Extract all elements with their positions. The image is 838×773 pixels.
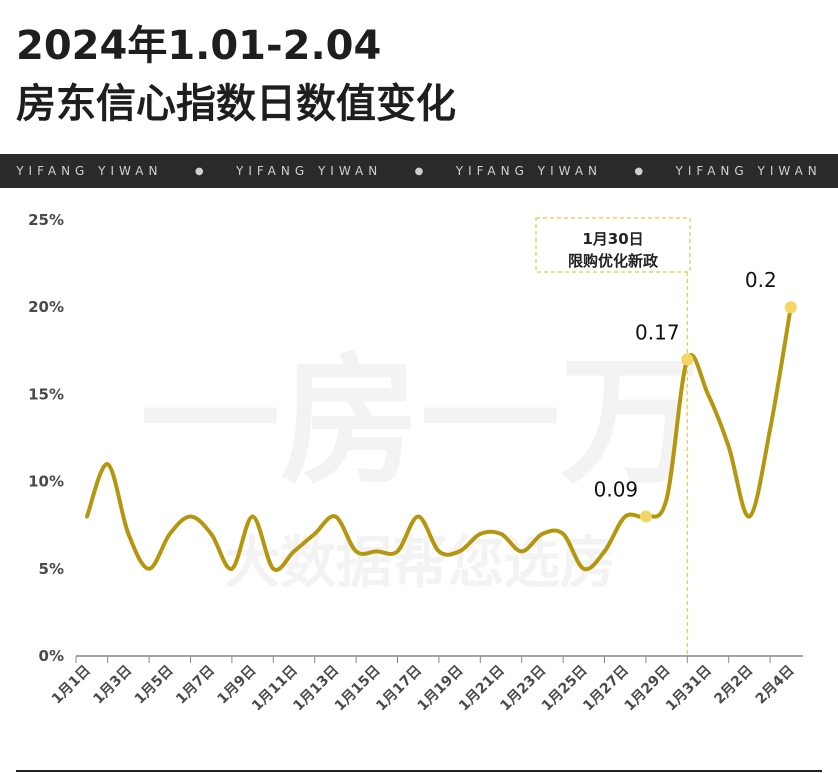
page-title-line2: 房东信心指数日数值变化 [16,81,456,127]
annotation-date: 1月30日 [582,230,643,248]
watermark-main: 一房一万 [140,341,700,504]
y-tick-label: 10% [28,473,64,491]
watermark-sub: 大数据帮您选房 [224,531,616,596]
band-text: YIFANG YIWAN [235,164,383,178]
band-text: YIFANG YIWAN [455,164,602,178]
x-tick-label: 2月2日 [711,663,756,708]
data-label: 0.17 [635,321,680,345]
page-title-line1: 2024年1.01-2.04 [16,23,382,69]
data-labels: 0.09 0.17 0.2 [594,268,797,523]
data-point [639,510,652,523]
y-tick-label: 15% [28,385,64,403]
line-chart: 一房一万 大数据帮您选房 0%5%10%15%20%25% 1月1日1月3日1月… [28,211,803,715]
x-tick-label: 1月7日 [173,663,218,708]
x-tick-label: 1月3日 [90,663,135,708]
data-point [784,301,797,314]
band-text: YIFANG YIWAN [675,164,822,178]
brand-band: YIFANG YIWAN ● YIFANG YIWAN ● YIFANG YIW… [0,154,838,188]
y-axis: 0% 5% 10% 15% 20% 25% [28,211,64,665]
y-tick-label: 5% [39,560,64,578]
x-axis: 1月1日1月3日1月5日1月7日1月9日1月11日1月13日1月15日1月17日… [49,655,803,715]
y-tick-label: 25% [28,211,64,229]
bottom-rule [16,770,822,772]
x-tick-label: 2月4日 [753,663,798,708]
data-point [681,353,694,366]
band-dot: ● [414,165,424,177]
data-label: 0.09 [594,477,639,501]
band-text: YIFANG YIWAN [16,164,163,178]
annotation-text: 限购优化新政 [568,252,659,270]
y-tick-label: 0% [39,647,64,665]
x-tick-label: 1月5日 [132,663,177,708]
x-tick-label: 1月31日 [663,663,715,715]
band-dot: ● [634,165,644,177]
y-tick-label: 20% [28,298,64,316]
band-dot: ● [194,165,204,177]
data-label: 0.2 [745,268,777,292]
watermark: 一房一万 大数据帮您选房 [140,341,700,596]
annotation-box [535,217,691,273]
x-tick-label: 1月1日 [49,663,94,708]
